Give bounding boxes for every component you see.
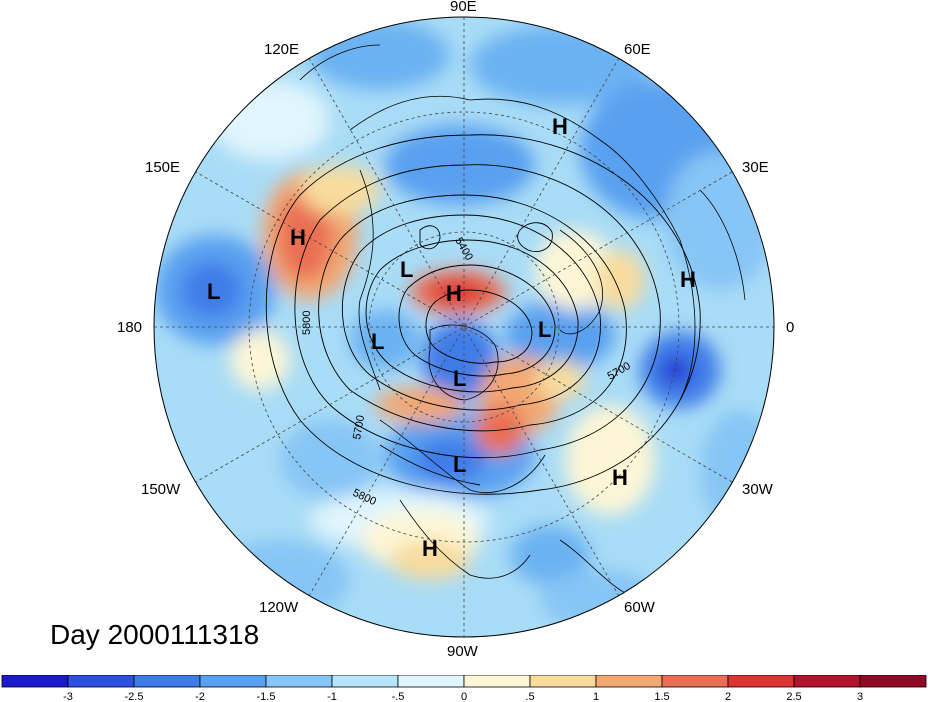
height-contours	[265, 134, 701, 495]
colorbar-tick-label: -2	[195, 691, 205, 702]
colorbar-tick-label: -.5	[392, 691, 405, 702]
colorbar-box	[1, 675, 69, 688]
colorbar-tick-label: -3	[63, 691, 73, 702]
colorbar-tick-label: -1.5	[257, 691, 276, 702]
anomaly-field: 5400 5800 5700 5700 5800	[154, 17, 774, 637]
lon-label-90e: 90E	[450, 0, 477, 15]
lon-label-90w: 90W	[447, 643, 478, 660]
map-border	[153, 16, 775, 638]
graticule	[154, 17, 774, 637]
high-label-4: H	[680, 267, 696, 292]
colorbar-box	[331, 675, 399, 688]
colorbar-tick-label: 1	[593, 691, 599, 702]
colorbar-box	[133, 675, 201, 688]
lon-label-120w: 120W	[259, 599, 299, 616]
colorbar-box	[661, 675, 729, 688]
colorbar: -3 -2.5 -2 -1.5 -1 -.5 0 .5 1 1.5 2 2.5 3	[1, 675, 927, 702]
colorbar-tick-label: -1	[327, 691, 337, 702]
colorbar-box	[529, 675, 597, 688]
lon-label-120e: 120E	[264, 41, 300, 58]
day-title: Day 2000111318	[50, 619, 260, 650]
lon-label-60e: 60E	[624, 41, 651, 58]
colorbar-ticks: -3 -2.5 -2 -1.5 -1 -.5 0 .5 1 1.5 2 2.5 3	[63, 691, 863, 702]
colorbar-box	[727, 675, 795, 688]
low-label-6: L	[453, 452, 466, 477]
contour-label-5800-west: 5800	[301, 311, 313, 335]
low-label-1: L	[207, 279, 220, 304]
lon-label-150e: 150E	[145, 159, 181, 176]
high-label-6: H	[422, 536, 438, 561]
colorbar-box	[463, 675, 531, 688]
colorbar-box	[397, 675, 465, 688]
colorbar-box	[793, 675, 861, 688]
pressure-system-labels: H H L L H H L L L L H H	[207, 114, 696, 561]
colorbar-tick-label: -2.5	[125, 691, 144, 702]
lon-label-30e: 30E	[742, 159, 769, 176]
low-label-3: L	[538, 317, 551, 342]
lon-label-30w: 30W	[742, 481, 773, 498]
high-label-5: H	[612, 465, 628, 490]
colorbar-box	[199, 675, 267, 688]
colorbar-tick-label: 0	[461, 691, 467, 702]
low-label-5: L	[453, 366, 466, 391]
low-label-4: L	[371, 329, 384, 354]
high-label-2: H	[290, 225, 306, 250]
colorbar-tick-label: 3	[857, 691, 863, 702]
colorbar-tick-label: 2	[725, 691, 731, 702]
low-label-2: L	[400, 257, 413, 282]
colorbar-box	[265, 675, 333, 688]
colorbar-tick-label: 2.5	[786, 691, 801, 702]
lon-label-60w: 60W	[624, 599, 655, 616]
lon-label-180: 180	[117, 319, 143, 336]
colorbar-tick-label: 1.5	[654, 691, 669, 702]
high-label-1: H	[552, 114, 568, 139]
lon-label-150w: 150W	[141, 481, 181, 498]
coastlines	[299, 44, 746, 601]
colorbar-box	[859, 675, 927, 688]
colorbar-box	[595, 675, 663, 688]
contour-label-5700-south: 5700	[351, 414, 367, 440]
colorbar-tick-label: .5	[525, 691, 534, 702]
lon-label-0: 0	[786, 319, 795, 336]
colorbar-box	[67, 675, 135, 688]
colorbar-boxes	[1, 675, 927, 688]
high-label-3: H	[446, 281, 462, 306]
